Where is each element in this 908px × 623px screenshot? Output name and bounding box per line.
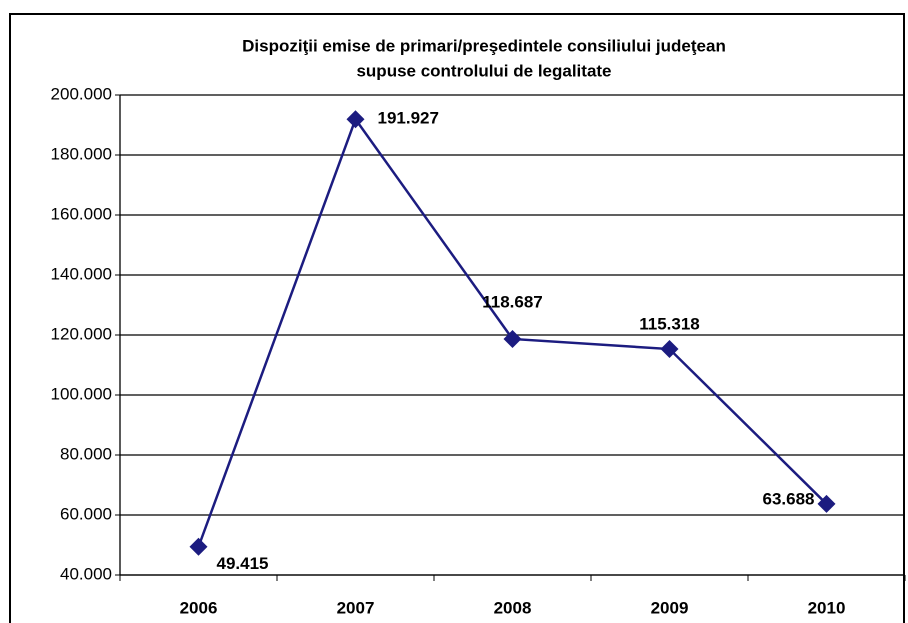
data-marker <box>660 340 679 359</box>
data-label: 191.927 <box>378 109 439 128</box>
data-marker <box>503 329 522 348</box>
data-label: 118.687 <box>482 292 543 311</box>
y-tick-label: 120.000 <box>51 324 112 343</box>
data-marker <box>189 537 208 556</box>
x-tick-label: 2006 <box>180 598 218 617</box>
data-label: 63.688 <box>763 489 815 508</box>
chart-title: Dispoziţii emise de primari/preşedintele… <box>242 36 726 55</box>
data-label: 49.415 <box>217 554 269 573</box>
x-tick-label: 2009 <box>651 598 689 617</box>
chart-title: supuse controlului de legalitate <box>356 61 611 80</box>
x-tick-label: 2010 <box>808 598 846 617</box>
y-tick-label: 160.000 <box>51 204 112 223</box>
x-tick-label: 2008 <box>494 598 532 617</box>
y-tick-label: 100.000 <box>51 384 112 403</box>
y-tick-label: 60.000 <box>60 504 112 523</box>
data-marker <box>346 110 365 129</box>
y-tick-label: 80.000 <box>60 444 112 463</box>
y-tick-label: 200.000 <box>51 84 112 103</box>
y-tick-label: 140.000 <box>51 264 112 283</box>
chart-border <box>9 13 905 623</box>
data-marker <box>817 494 836 513</box>
x-tick-label: 2007 <box>337 598 375 617</box>
y-tick-label: 180.000 <box>51 144 112 163</box>
y-tick-label: 40.000 <box>60 564 112 583</box>
data-label: 115.318 <box>639 315 700 334</box>
